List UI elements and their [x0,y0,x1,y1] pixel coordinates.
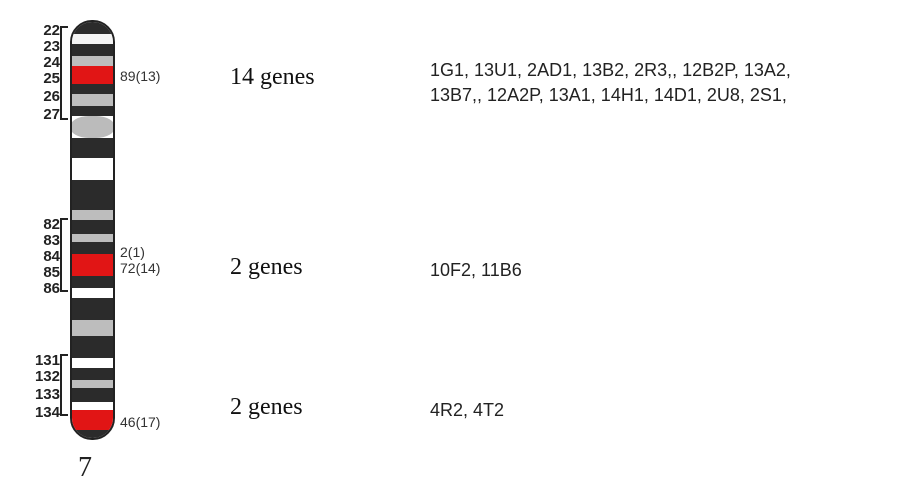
gene-list: 1G1, 13U1, 2AD1, 13B2, 2R3,, 12B2P, 13A2… [430,58,791,108]
chromosome-band [72,298,113,320]
chromosome-band [72,94,113,106]
locus-annotation: 46(17) [120,414,160,430]
locus-annotation: 72(14) [120,260,160,276]
chromosome-band [72,402,113,410]
gene-list-line: 13B7,, 12A2P, 13A1, 14H1, 14D1, 2U8, 2S1… [430,83,791,108]
chromosome-band [72,358,113,368]
band-bracket [60,218,66,292]
band-position-label: 22 [20,22,60,39]
chromosome-band [72,138,113,158]
band-position-label: 82 [20,216,60,233]
chromosome-band [72,66,113,84]
chromosome-ideogram [70,20,115,440]
chromosome-band [72,44,113,56]
chromosome-band [72,22,113,34]
locus-annotation: 2(1) [120,244,145,260]
band-position-label: 84 [20,248,60,265]
chromosome-band [72,34,113,44]
chromosome-band [72,430,113,440]
locus-annotation: 89(13) [120,68,160,84]
band-position-label: 132 [20,368,60,385]
chromosome-band [72,242,113,254]
band-position-label: 26 [20,88,60,105]
chromosome-band [70,116,115,138]
chromosome-band [72,320,113,336]
gene-count-label: 2 genes [230,394,303,421]
band-position-label: 85 [20,264,60,281]
band-position-label: 24 [20,54,60,71]
gene-count-label: 14 genes [230,64,315,91]
chromosome-band [72,254,113,276]
gene-list-line: 1G1, 13U1, 2AD1, 13B2, 2R3,, 12B2P, 13A2… [430,58,791,83]
chromosome-band [72,368,113,380]
chromosome-band [72,276,113,288]
chromosome-band [72,336,113,358]
band-bracket [60,354,66,416]
gene-list-line: 4R2, 4T2 [430,398,504,423]
chromosome-band [72,234,113,242]
chromosome-band [72,106,113,116]
band-position-label: 25 [20,70,60,87]
band-position-label: 86 [20,280,60,297]
chromosome-body [70,20,115,440]
chromosome-band [72,410,113,430]
chromosome-band [72,180,113,210]
band-bracket [60,26,66,120]
chromosome-band [72,158,113,180]
chromosome-band [72,220,113,234]
gene-count-label: 2 genes [230,254,303,281]
gene-list: 10F2, 11B6 [430,258,522,283]
band-position-label: 133 [20,386,60,403]
gene-list: 4R2, 4T2 [430,398,504,423]
chromosome-band [72,388,113,402]
chromosome-band [72,288,113,298]
band-position-label: 134 [20,404,60,421]
chromosome-band [72,56,113,66]
chromosome-band [72,84,113,94]
band-position-label: 131 [20,352,60,369]
gene-list-line: 10F2, 11B6 [430,258,522,283]
chromosome-band [72,210,113,220]
chromosome-band [72,380,113,388]
band-position-label: 23 [20,38,60,55]
band-position-label: 27 [20,106,60,123]
chromosome-number-label: 7 [78,452,92,484]
band-position-label: 83 [20,232,60,249]
